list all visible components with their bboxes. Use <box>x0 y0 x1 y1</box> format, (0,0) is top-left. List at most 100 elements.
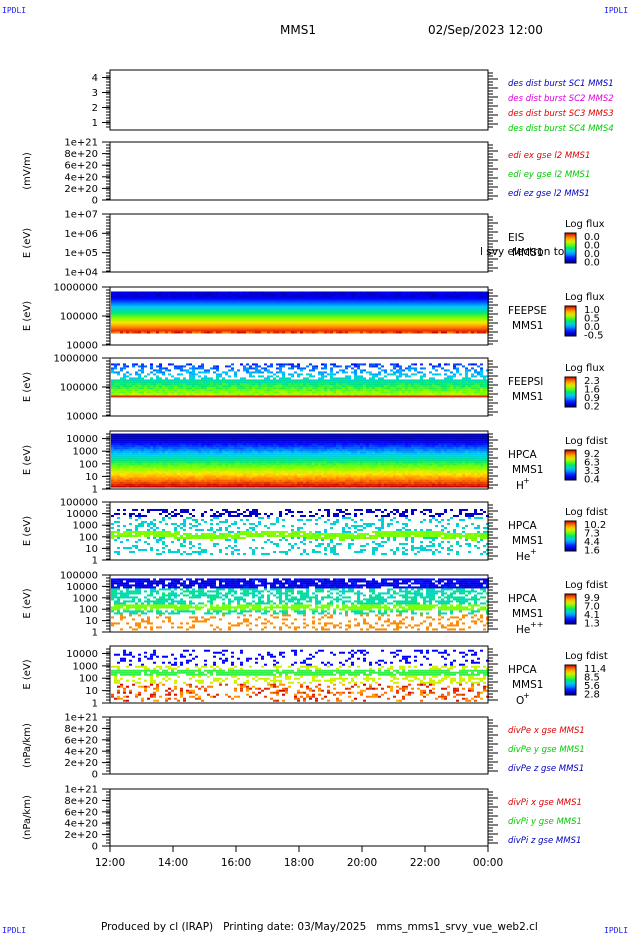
heatmap-cell <box>288 305 291 307</box>
heatmap-cell <box>138 468 141 470</box>
heatmap-cell <box>351 297 354 299</box>
heatmap-cell <box>111 293 114 295</box>
heatmap-cell <box>162 293 165 295</box>
heatmap-cell <box>372 379 375 381</box>
heatmap-cell <box>369 325 372 327</box>
heatmap-cell <box>315 385 318 387</box>
heatmap-cell <box>318 371 321 373</box>
heatmap-cell <box>381 369 384 371</box>
heatmap-cell <box>285 315 288 317</box>
heatmap-cell <box>153 472 156 474</box>
heatmap-cell <box>459 381 462 383</box>
heatmap-cell <box>213 387 216 389</box>
heatmap-cell <box>483 303 486 305</box>
heatmap-cell <box>123 466 126 468</box>
instrument-label: FEEPSI <box>508 376 543 388</box>
heatmap-cell <box>234 383 237 385</box>
heatmap-cell <box>453 393 456 395</box>
heatmap-cell <box>327 299 330 301</box>
heatmap-cell <box>120 391 123 393</box>
heatmap-cell <box>477 301 480 303</box>
heatmap-cell <box>429 311 432 313</box>
heatmap-cell <box>213 367 216 369</box>
heatmap-cell <box>303 391 306 393</box>
heatmap-cell <box>330 387 333 389</box>
heatmap-cell <box>165 331 168 333</box>
heatmap-cell <box>444 391 447 393</box>
heatmap-cell <box>348 303 351 305</box>
heatmap-cell <box>408 369 411 371</box>
heatmap-cell <box>156 315 159 317</box>
heatmap-cell <box>324 305 327 307</box>
heatmap-cell <box>117 373 120 375</box>
heatmap-cell <box>207 291 210 293</box>
heatmap-cell <box>111 472 114 474</box>
heatmap-cell <box>342 321 345 323</box>
heatmap-cell <box>240 319 243 321</box>
heatmap-cell <box>168 327 171 329</box>
heatmap-cell <box>213 331 216 333</box>
heatmap-cell <box>327 325 330 327</box>
heatmap-cell <box>432 313 435 315</box>
heatmap-cell <box>249 301 252 303</box>
heatmap-cell <box>189 385 192 387</box>
heatmap-cell <box>480 297 483 299</box>
heatmap-cell <box>306 303 309 305</box>
heatmap-cell <box>231 307 234 309</box>
heatmap-cell <box>417 389 420 391</box>
heatmap-cell <box>447 379 450 381</box>
heatmap-cell <box>381 293 384 295</box>
heatmap-cell <box>327 293 330 295</box>
heatmap-cell <box>129 315 132 317</box>
heatmap-cell <box>420 371 423 373</box>
heatmap-cell <box>396 369 399 371</box>
heatmap-cell <box>321 317 324 319</box>
heatmap-cell <box>132 325 135 327</box>
heatmap-cell <box>336 317 339 319</box>
heatmap-cell <box>264 305 267 307</box>
heatmap-cell <box>147 325 150 327</box>
heatmap-cell <box>237 303 240 305</box>
heatmap-cell <box>309 393 312 395</box>
heatmap-cell <box>276 327 279 329</box>
heatmap-cell <box>180 311 183 313</box>
heatmap-cell <box>222 295 225 297</box>
heatmap-cell <box>315 381 318 383</box>
heatmap-cell <box>117 323 120 325</box>
heatmap-cell <box>324 291 327 293</box>
heatmap-cell <box>411 393 414 395</box>
heatmap-cell <box>204 387 207 389</box>
heatmap-cell <box>138 448 141 450</box>
heatmap-cell <box>462 311 465 313</box>
heatmap-cell <box>120 446 123 448</box>
heatmap-cell <box>276 323 279 325</box>
heatmap-cell <box>411 385 414 387</box>
heatmap-cell <box>183 307 186 309</box>
heatmap-cell <box>291 295 294 297</box>
heatmap-cell <box>294 331 297 333</box>
heatmap-cell <box>300 381 303 383</box>
heatmap-cell <box>288 393 291 395</box>
heatmap-cell <box>426 331 429 333</box>
heatmap-cell <box>444 325 447 327</box>
heatmap-cell <box>114 387 117 389</box>
heatmap-cell <box>288 303 291 305</box>
heatmap-cell <box>471 291 474 293</box>
heatmap-cell <box>222 309 225 311</box>
heatmap-cell <box>402 309 405 311</box>
heatmap-cell <box>423 309 426 311</box>
heatmap-cell <box>396 297 399 299</box>
heatmap-cell <box>333 393 336 395</box>
heatmap-cell <box>207 327 210 329</box>
heatmap-cell <box>147 462 150 464</box>
heatmap-cell <box>111 367 114 369</box>
heatmap-cell <box>312 301 315 303</box>
heatmap-cell <box>399 383 402 385</box>
heatmap-cell <box>420 321 423 323</box>
heatmap-cell <box>456 379 459 381</box>
heatmap-cell <box>126 381 129 383</box>
heatmap-cell <box>147 468 150 470</box>
heatmap-cell <box>465 391 468 393</box>
